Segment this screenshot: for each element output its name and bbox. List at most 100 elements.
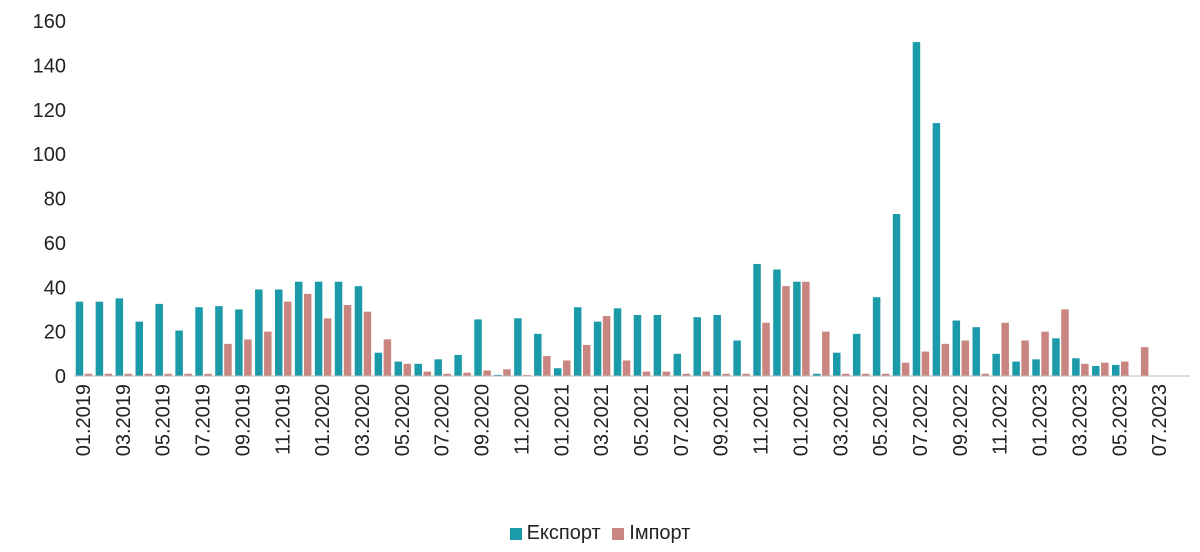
bar-import bbox=[343, 305, 352, 376]
bar-import bbox=[443, 373, 451, 376]
bar-import bbox=[941, 343, 950, 376]
x-tick-label: 07.2020 bbox=[432, 384, 454, 456]
bar-export bbox=[155, 303, 163, 376]
bar-import bbox=[303, 293, 312, 376]
bar-import bbox=[961, 340, 970, 376]
bar-export bbox=[593, 321, 602, 376]
x-tick-label: 03.2022 bbox=[830, 384, 852, 456]
x-tick-label: 01.2023 bbox=[1030, 384, 1052, 456]
y-tick-label: 160 bbox=[33, 11, 66, 33]
x-tick-label: 03.2021 bbox=[591, 384, 613, 456]
x-tick-label: 09.2019 bbox=[232, 384, 254, 456]
bar-export bbox=[354, 286, 363, 376]
legend: Експорт Імпорт bbox=[0, 522, 1200, 546]
bar-export bbox=[534, 333, 542, 376]
bar-export bbox=[753, 263, 761, 376]
bar-import bbox=[144, 373, 152, 376]
bar-import bbox=[244, 339, 252, 376]
bar-export bbox=[255, 289, 263, 376]
bar-export bbox=[75, 301, 84, 376]
bar-import bbox=[284, 301, 292, 376]
x-tick-label: 09.2022 bbox=[950, 384, 972, 456]
bar-import bbox=[1121, 361, 1129, 376]
bar-export bbox=[872, 297, 881, 376]
bar-import bbox=[822, 331, 830, 377]
y-tick-label: 120 bbox=[33, 100, 66, 122]
bar-import bbox=[184, 373, 192, 376]
bar-export bbox=[514, 318, 522, 376]
x-tick-label: 03.2020 bbox=[352, 384, 374, 456]
legend-item-import: Імпорт bbox=[612, 522, 690, 545]
y-tick-label: 100 bbox=[33, 144, 66, 166]
bar-import bbox=[921, 351, 930, 376]
bar-import bbox=[503, 369, 511, 376]
bar-export bbox=[833, 352, 841, 376]
bar-export bbox=[932, 123, 941, 376]
x-tick-label: 05.2023 bbox=[1109, 384, 1131, 456]
bar-import bbox=[642, 371, 651, 376]
bar-import bbox=[523, 374, 531, 376]
x-tick-label: 03.2019 bbox=[113, 384, 135, 456]
bar-export bbox=[813, 373, 821, 376]
bar-export bbox=[793, 281, 801, 376]
legend-label-export: Експорт bbox=[526, 522, 601, 544]
bars bbox=[75, 42, 1149, 377]
bar-export bbox=[972, 327, 980, 376]
bar-import bbox=[1081, 363, 1089, 376]
x-tick-label: 07.2019 bbox=[193, 384, 215, 456]
legend-item-export: Експорт bbox=[509, 522, 601, 545]
bar-export bbox=[474, 319, 482, 376]
bar-import bbox=[881, 373, 890, 376]
bar-export bbox=[912, 42, 921, 376]
x-tick-label: 11.2021 bbox=[751, 384, 773, 455]
x-tick-label: 03.2023 bbox=[1069, 384, 1091, 456]
bar-import bbox=[1001, 322, 1009, 376]
bar-import bbox=[1021, 340, 1029, 376]
bar-export bbox=[1012, 361, 1020, 376]
bar-export bbox=[1092, 366, 1100, 376]
bar-export bbox=[95, 301, 104, 376]
x-tick-label: 07.2021 bbox=[671, 384, 693, 456]
bar-import bbox=[543, 356, 551, 376]
bar-export bbox=[394, 361, 403, 376]
bar-import bbox=[762, 322, 770, 376]
bar-import bbox=[363, 311, 372, 376]
bar-export bbox=[1112, 364, 1120, 376]
bar-export bbox=[414, 363, 422, 376]
bar-import bbox=[842, 373, 850, 376]
bar-export bbox=[175, 330, 183, 376]
bar-import bbox=[204, 373, 212, 376]
bar-export bbox=[334, 281, 343, 376]
bar-import bbox=[403, 363, 412, 376]
x-tick-label: 05.2020 bbox=[392, 384, 414, 456]
y-tick-label: 140 bbox=[33, 55, 66, 77]
bar-export bbox=[275, 289, 283, 376]
x-tick-label: 05.2022 bbox=[870, 384, 892, 456]
bar-export bbox=[454, 354, 462, 376]
bar-import bbox=[602, 316, 611, 376]
bar-import bbox=[563, 360, 571, 376]
bar-import bbox=[782, 286, 790, 376]
x-tick-label: 09.2020 bbox=[472, 384, 494, 456]
bar-export bbox=[952, 320, 961, 376]
bar-export bbox=[992, 353, 1000, 376]
bar-import bbox=[264, 331, 272, 377]
bar-import bbox=[981, 373, 989, 376]
bar-import bbox=[124, 373, 133, 376]
bar-import bbox=[383, 339, 392, 376]
bar-import bbox=[1061, 309, 1069, 376]
legend-swatch-export bbox=[509, 527, 522, 540]
bar-import bbox=[622, 360, 631, 376]
bar-import bbox=[662, 371, 671, 376]
y-tick-label: 80 bbox=[44, 189, 66, 211]
x-tick-label: 11.2022 bbox=[990, 384, 1012, 455]
bar-export bbox=[613, 308, 622, 376]
bar-import bbox=[164, 373, 172, 376]
bar-import bbox=[1140, 347, 1149, 376]
legend-label-import: Імпорт bbox=[629, 522, 691, 544]
bar-import bbox=[901, 362, 910, 376]
bar-export bbox=[235, 309, 243, 376]
bar-export bbox=[673, 353, 682, 376]
bar-import bbox=[423, 371, 431, 376]
